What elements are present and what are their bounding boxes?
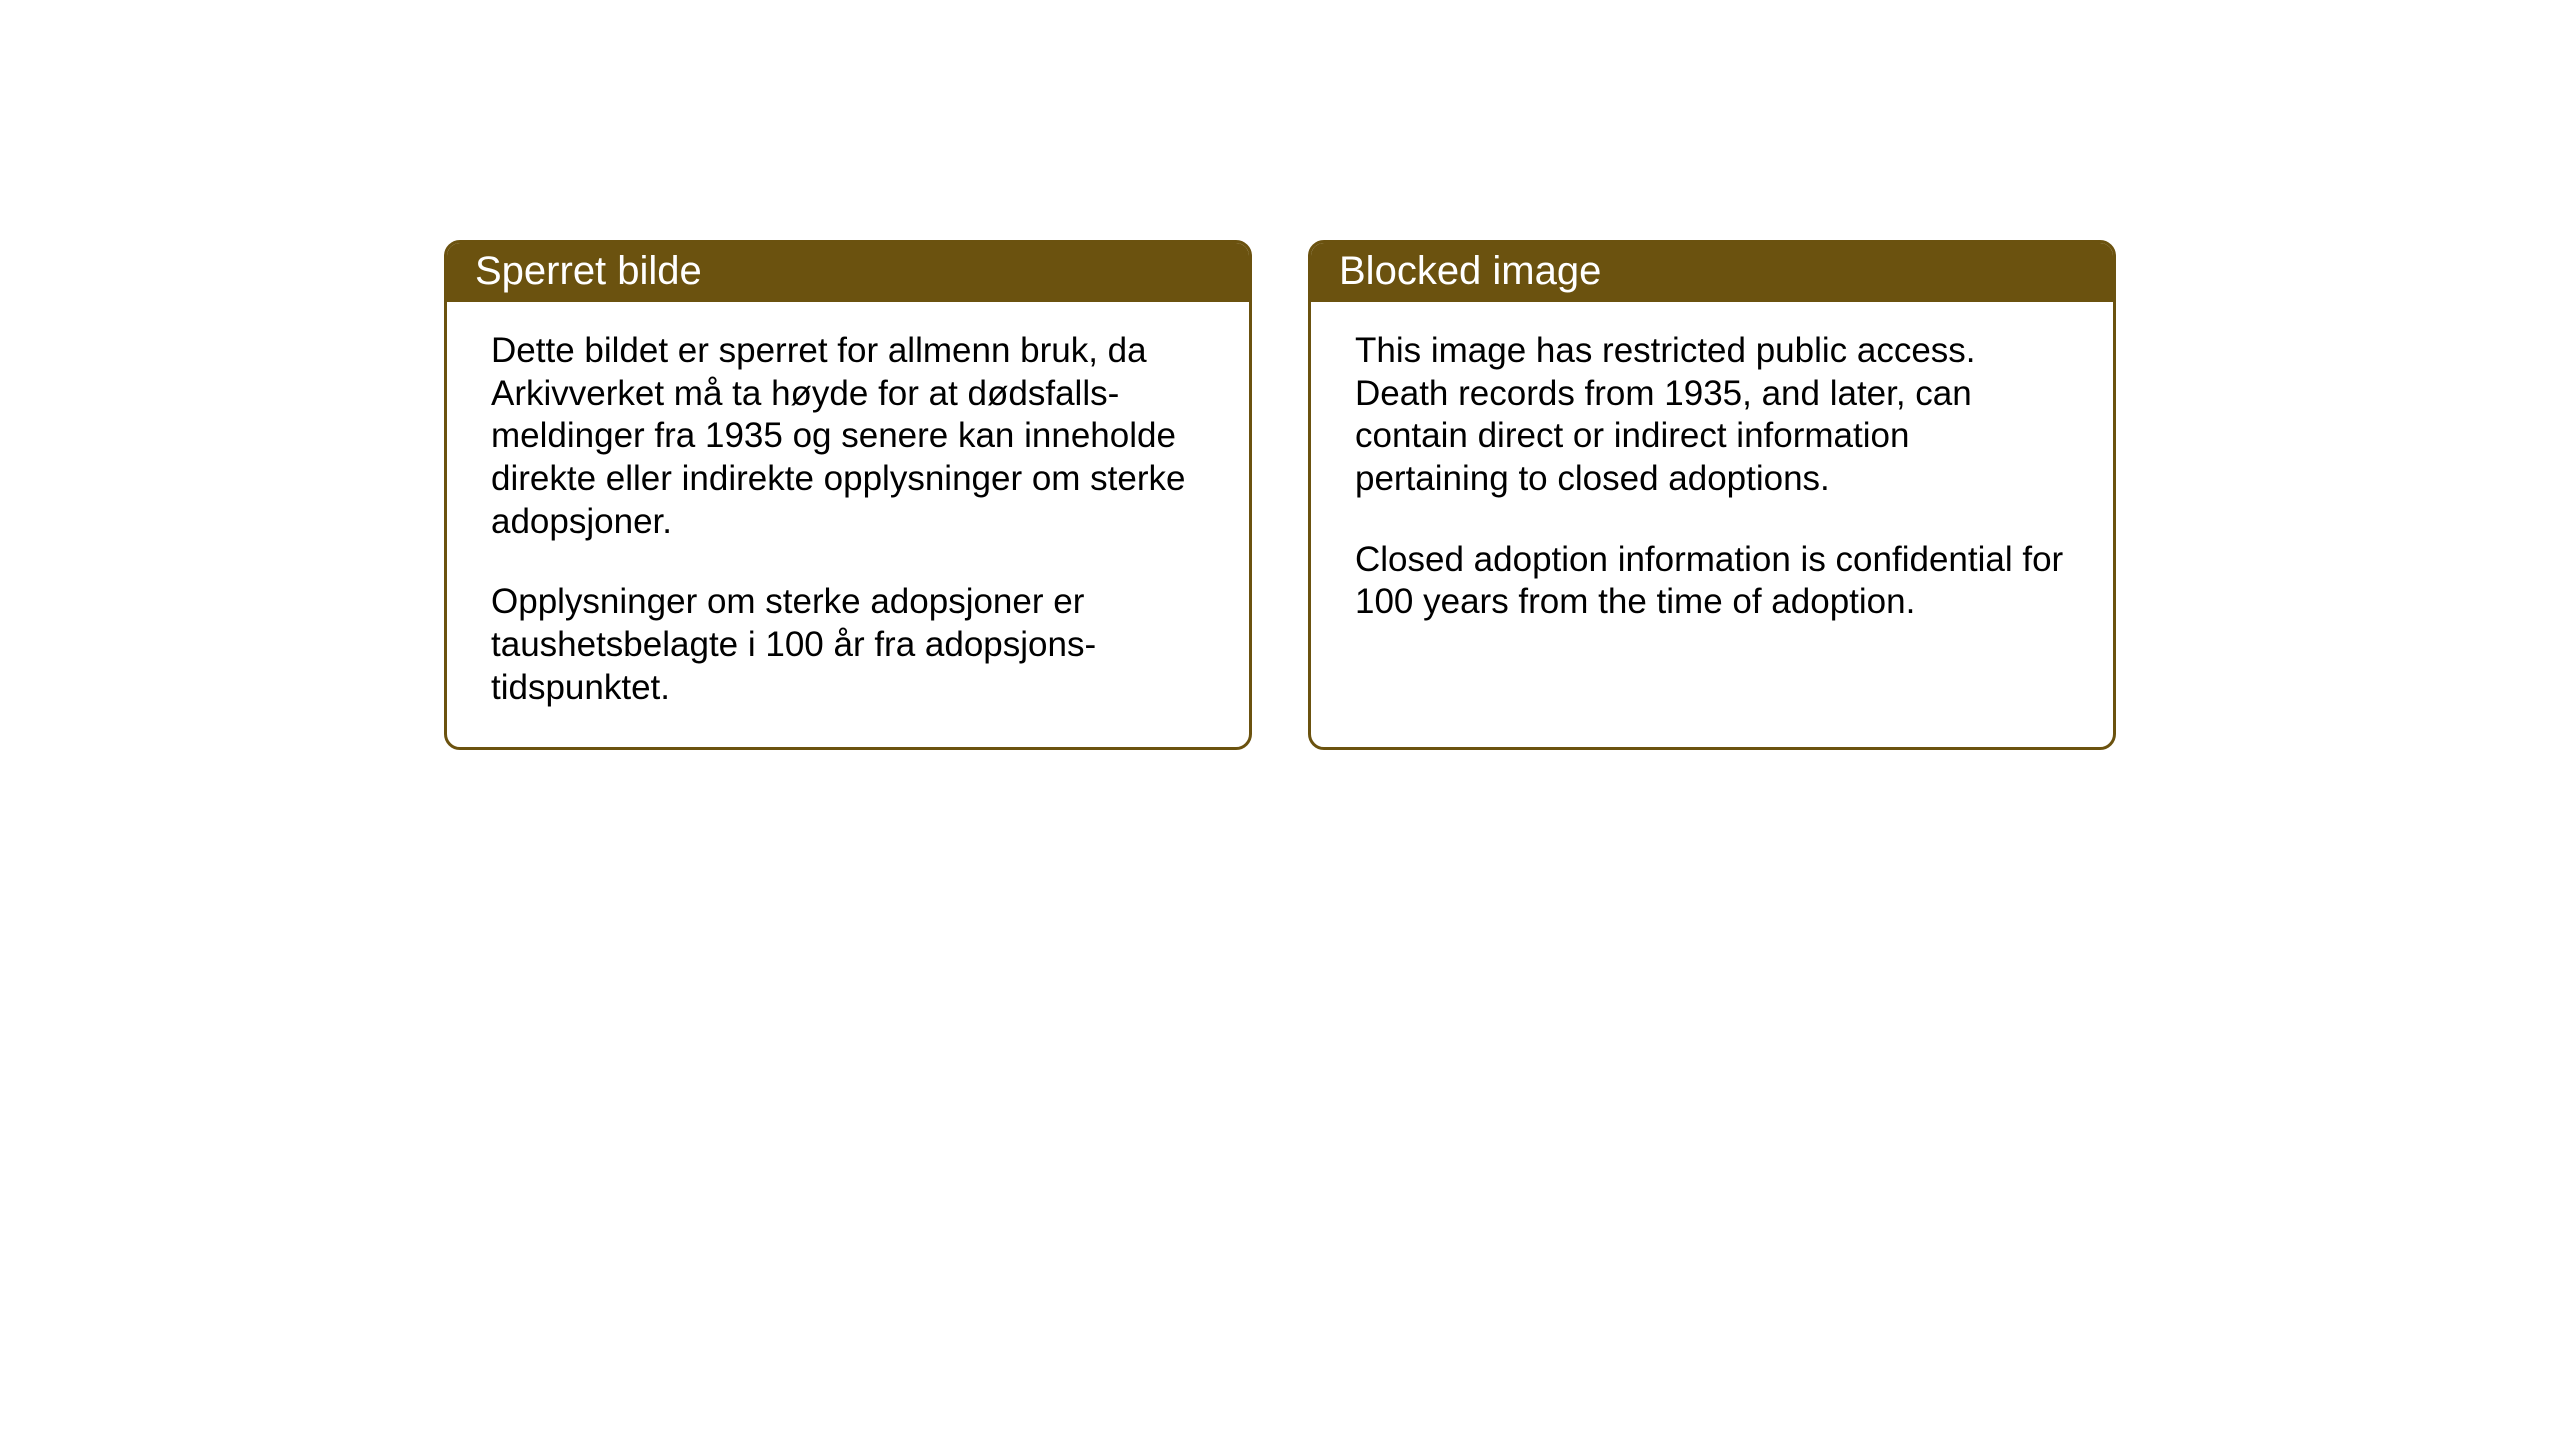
card-body-english: This image has restricted public access.… [1311, 302, 2113, 660]
paragraph-english-1: This image has restricted public access.… [1355, 330, 2069, 501]
card-title-english: Blocked image [1339, 249, 1601, 293]
paragraph-norwegian-2: Opplysninger om sterke adopsjoner er tau… [491, 581, 1205, 709]
notice-card-english: Blocked image This image has restricted … [1308, 240, 2116, 750]
notice-cards-container: Sperret bilde Dette bildet er sperret fo… [444, 240, 2116, 750]
card-title-norwegian: Sperret bilde [475, 249, 702, 293]
paragraph-norwegian-1: Dette bildet er sperret for allmenn bruk… [491, 330, 1205, 543]
notice-card-norwegian: Sperret bilde Dette bildet er sperret fo… [444, 240, 1252, 750]
card-header-norwegian: Sperret bilde [447, 243, 1249, 302]
paragraph-english-2: Closed adoption information is confident… [1355, 539, 2069, 624]
card-body-norwegian: Dette bildet er sperret for allmenn bruk… [447, 302, 1249, 746]
card-header-english: Blocked image [1311, 243, 2113, 302]
